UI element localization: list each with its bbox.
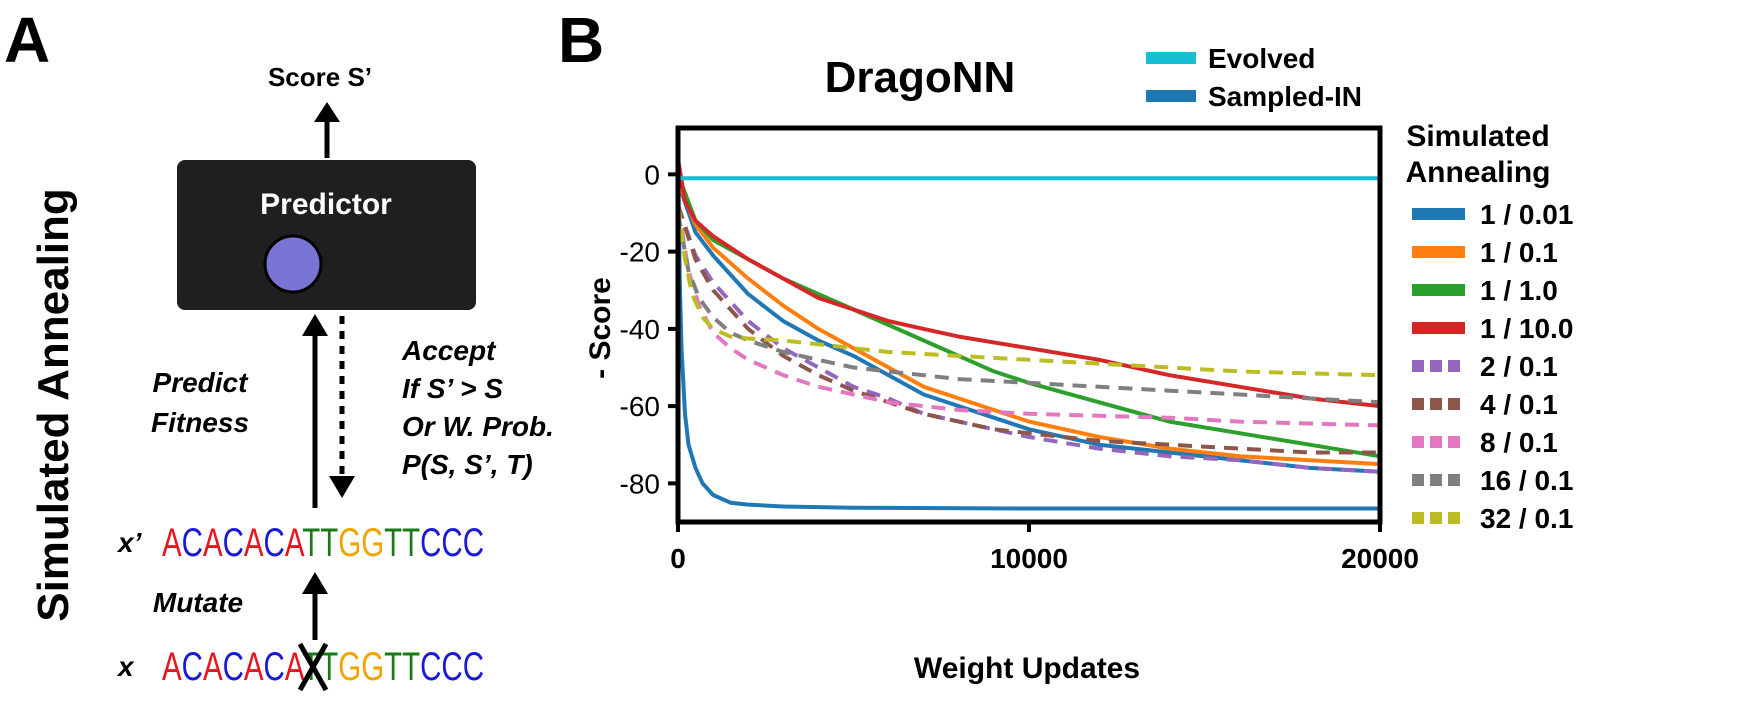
y-tick-label: -20: [620, 237, 660, 268]
original-base-12: T: [402, 645, 420, 689]
original-base-9: G: [338, 645, 361, 689]
series-line-8-0-1: [676, 204, 1381, 428]
x-tick-label: 10000: [990, 543, 1068, 574]
score-arrow-head: [314, 102, 340, 122]
x-label: x: [116, 651, 135, 682]
legend-label: 1 / 10.0: [1480, 313, 1573, 344]
original-base-5: C: [264, 645, 285, 689]
original-base-1: C: [182, 645, 203, 689]
series-line-1-0-1: [676, 181, 1381, 467]
score-label: Score S’: [268, 62, 372, 92]
series-line-32-0-1: [676, 205, 1381, 378]
legend-label: Sampled-IN: [1208, 81, 1362, 112]
mutate-label: Mutate: [153, 587, 243, 618]
legend-label: 1 / 0.1: [1480, 237, 1558, 268]
panel-a-letter: A: [4, 4, 50, 76]
predict-label-line2: Fitness: [151, 407, 249, 438]
original-base-15: C: [463, 645, 484, 689]
original-base-13: C: [420, 645, 441, 689]
accept-arrow-head: [329, 476, 355, 498]
legend-label: 4 / 0.1: [1480, 389, 1558, 420]
mutated-base-11: T: [384, 521, 402, 565]
mutated-base-8: T: [320, 521, 338, 565]
mutated-base-10: G: [361, 521, 384, 565]
accept-line-1: Accept: [401, 335, 497, 366]
axes-layer: 0 -20 -40 -60 -80 0 10000 20000: [620, 125, 1419, 574]
y-tick-label: -40: [620, 314, 660, 345]
mutated-base-3: C: [223, 521, 244, 565]
original-base-11: T: [384, 645, 402, 689]
right-legend: Simulated Annealing 1 / 0.01 1 / 0.1 1 / 1…: [1405, 120, 1573, 534]
series-line-1-10-0: [676, 158, 1381, 409]
original-base-14: C: [441, 645, 462, 689]
right-legend-title-line1: Simulated: [1406, 120, 1549, 153]
mutate-arrow-head: [302, 572, 328, 594]
mutated-base-12: T: [402, 521, 420, 565]
series-line-4-0-1: [676, 204, 1380, 455]
original-base-6: A: [285, 645, 305, 689]
mutated-sequence: ACACACATTGGTTCCC: [162, 521, 484, 565]
mutated-base-5: C: [264, 521, 285, 565]
original-base-10: G: [361, 645, 384, 689]
legend-label: 1 / 1.0: [1480, 275, 1558, 306]
side-title: Simulated Annealing: [29, 188, 78, 622]
x-axis-label: Weight Updates: [914, 652, 1140, 685]
accept-line-4: P(S, S’, T): [402, 449, 533, 480]
mutated-base-0: A: [162, 521, 182, 565]
predict-label-line1: Predict: [153, 367, 250, 398]
y-tick-label: 0: [644, 159, 660, 190]
predictor-box: [177, 160, 476, 310]
mutated-base-14: C: [441, 521, 462, 565]
top-legend: Evolved Sampled-IN: [1146, 43, 1362, 112]
mutated-base-7: T: [302, 521, 320, 565]
legend-label: 16 / 0.1: [1480, 465, 1573, 496]
original-sequence: ACACACATTGGTTCCC: [162, 645, 484, 689]
y-axis-label: - Score: [584, 277, 617, 379]
predictor-label: Predictor: [260, 188, 392, 221]
original-base-3: C: [223, 645, 244, 689]
y-tick-label: -80: [620, 468, 660, 499]
legend-label: 1 / 0.01: [1480, 199, 1573, 230]
mutated-base-4: A: [244, 521, 264, 565]
mutation-cross-mark: [297, 642, 329, 692]
x-tick-label: 20000: [1341, 543, 1419, 574]
chart-title: DragoNN: [825, 53, 1016, 102]
mutated-base-9: G: [338, 521, 361, 565]
series-layer: [676, 158, 1381, 511]
predictor-node: [263, 234, 323, 294]
panel-b: B DragoNN Evolved Sampled-IN 0 -20 -40 -60 -8…: [558, 4, 1573, 685]
series-line-1-0-01: [676, 181, 1381, 474]
legend-label: 32 / 0.1: [1480, 503, 1573, 534]
predict-arrow-head: [302, 314, 328, 336]
series-line-2-0-1: [676, 204, 1381, 474]
x-tick-label: 0: [670, 543, 686, 574]
accept-line-2: If S’ > S: [402, 373, 503, 404]
plot-area: 0 -20 -40 -60 -80 0 10000 20000: [620, 125, 1419, 574]
panel-b-letter: B: [558, 4, 604, 76]
legend-label: 8 / 0.1: [1480, 427, 1558, 458]
mutated-base-6: A: [285, 521, 305, 565]
series-line-16-0-1: [676, 212, 1381, 405]
mutated-base-2: A: [203, 521, 223, 565]
legend-label: Evolved: [1208, 43, 1315, 74]
original-base-4: A: [244, 645, 264, 689]
series-line-sampled-in: [676, 158, 1380, 511]
original-base-0: A: [162, 645, 182, 689]
panel-a: A Simulated Annealing Score S’ Predictor…: [4, 4, 554, 692]
legend-label: 2 / 0.1: [1480, 351, 1558, 382]
mutated-base-1: C: [182, 521, 203, 565]
original-base-8: T: [320, 645, 338, 689]
original-base-2: A: [203, 645, 223, 689]
x-prime-label: x’: [116, 527, 143, 558]
accept-line-3: Or W. Prob.: [402, 411, 554, 442]
y-tick-label: -60: [620, 391, 660, 422]
mutated-base-13: C: [420, 521, 441, 565]
right-legend-title-line2: Annealing: [1405, 156, 1550, 189]
mutated-base-15: C: [463, 521, 484, 565]
